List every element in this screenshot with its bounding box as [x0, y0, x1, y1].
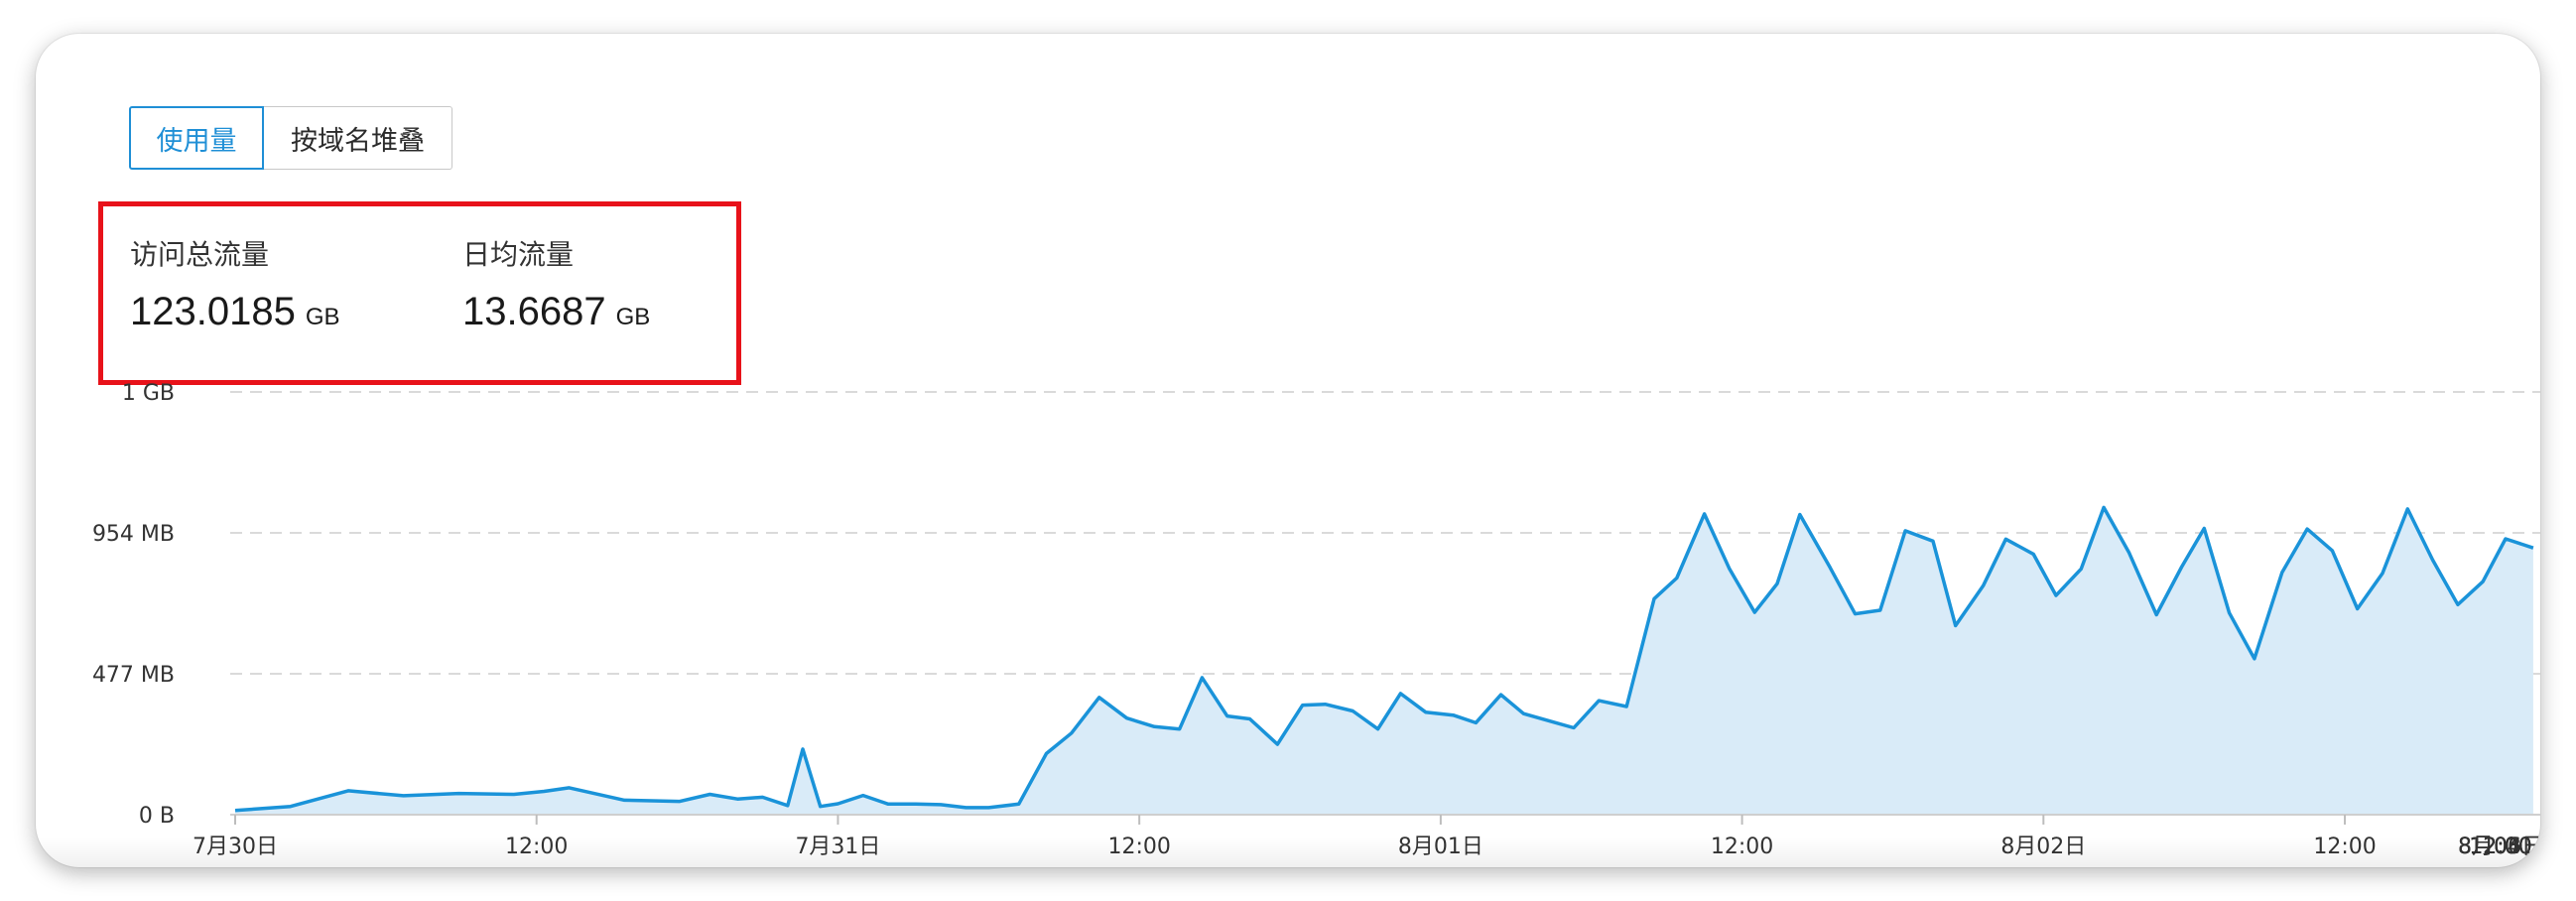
x-tick-label: 8月02日: [2000, 835, 2086, 859]
traffic-area-fill: [235, 507, 2533, 815]
x-tick-label: 8月04日: [2458, 835, 2540, 859]
x-tick-label: 7月30日: [193, 835, 278, 859]
total-traffic-stat: 访问总流量 123.0185 GB: [130, 238, 340, 334]
x-tick-label: 12:00: [1107, 835, 1170, 859]
traffic-area-chart: 0 B 477 MB 954 MB 1 GB 7月30日 12:00 7月31日 12:00…: [92, 381, 2540, 859]
total-traffic-label: 访问总流量: [130, 238, 270, 271]
x-tick-label: 12:00: [505, 835, 568, 859]
view-toggle: 使用量 按域名堆叠: [129, 106, 452, 170]
y-tick-label: 477 MB: [92, 663, 175, 688]
daily-avg-traffic-label: 日均流量: [462, 238, 575, 271]
y-tick-label: 1 GB: [122, 381, 175, 406]
daily-avg-traffic-stat: 日均流量 13.6687 GB: [462, 238, 650, 334]
x-tick-label: 7月31日: [795, 835, 880, 859]
y-tick-label: 954 MB: [92, 522, 175, 547]
chart-x-axis-labels: 7月30日 12:00 7月31日 12:00 8月01日 12:00 8月02日 12:00…: [193, 815, 2540, 859]
y-tick-label: 0 B: [139, 804, 175, 829]
x-tick-label: 12:00: [2469, 835, 2531, 859]
x-tick-label: 12:00: [2469, 835, 2531, 859]
x-tick-label: 12:00: [1711, 835, 1773, 859]
total-traffic-unit: GB: [305, 304, 340, 330]
x-tick-label: 12:00: [2469, 835, 2531, 859]
daily-avg-traffic-unit: GB: [615, 304, 651, 330]
traffic-stats-highlight: 访问总流量 123.0185 GB 日均流量 13.6687 GB: [98, 201, 741, 385]
tab-usage[interactable]: 使用量: [129, 106, 264, 170]
chart-y-axis-labels: 0 B 477 MB 954 MB 1 GB: [92, 381, 175, 829]
total-traffic-value: 123.0185: [130, 290, 296, 333]
x-tick-label: 12:00: [2469, 835, 2531, 859]
app-window: 使用量 按域名堆叠 访问总流量 123.0185 GB 日均流量 13.6687…: [36, 34, 2540, 867]
x-tick-label: 12:00: [2313, 835, 2376, 859]
traffic-series-line: [234, 505, 2534, 813]
x-tick-label: 8月03日: [2458, 835, 2540, 859]
tab-stack-by-domain[interactable]: 按域名堆叠: [264, 106, 452, 170]
x-tick-label: 8月06日: [2458, 835, 2540, 859]
daily-avg-traffic-value: 13.6687: [462, 290, 606, 333]
x-tick-label: 8月01日: [1398, 835, 1483, 859]
x-tick-label: 8月05日: [2458, 835, 2540, 859]
